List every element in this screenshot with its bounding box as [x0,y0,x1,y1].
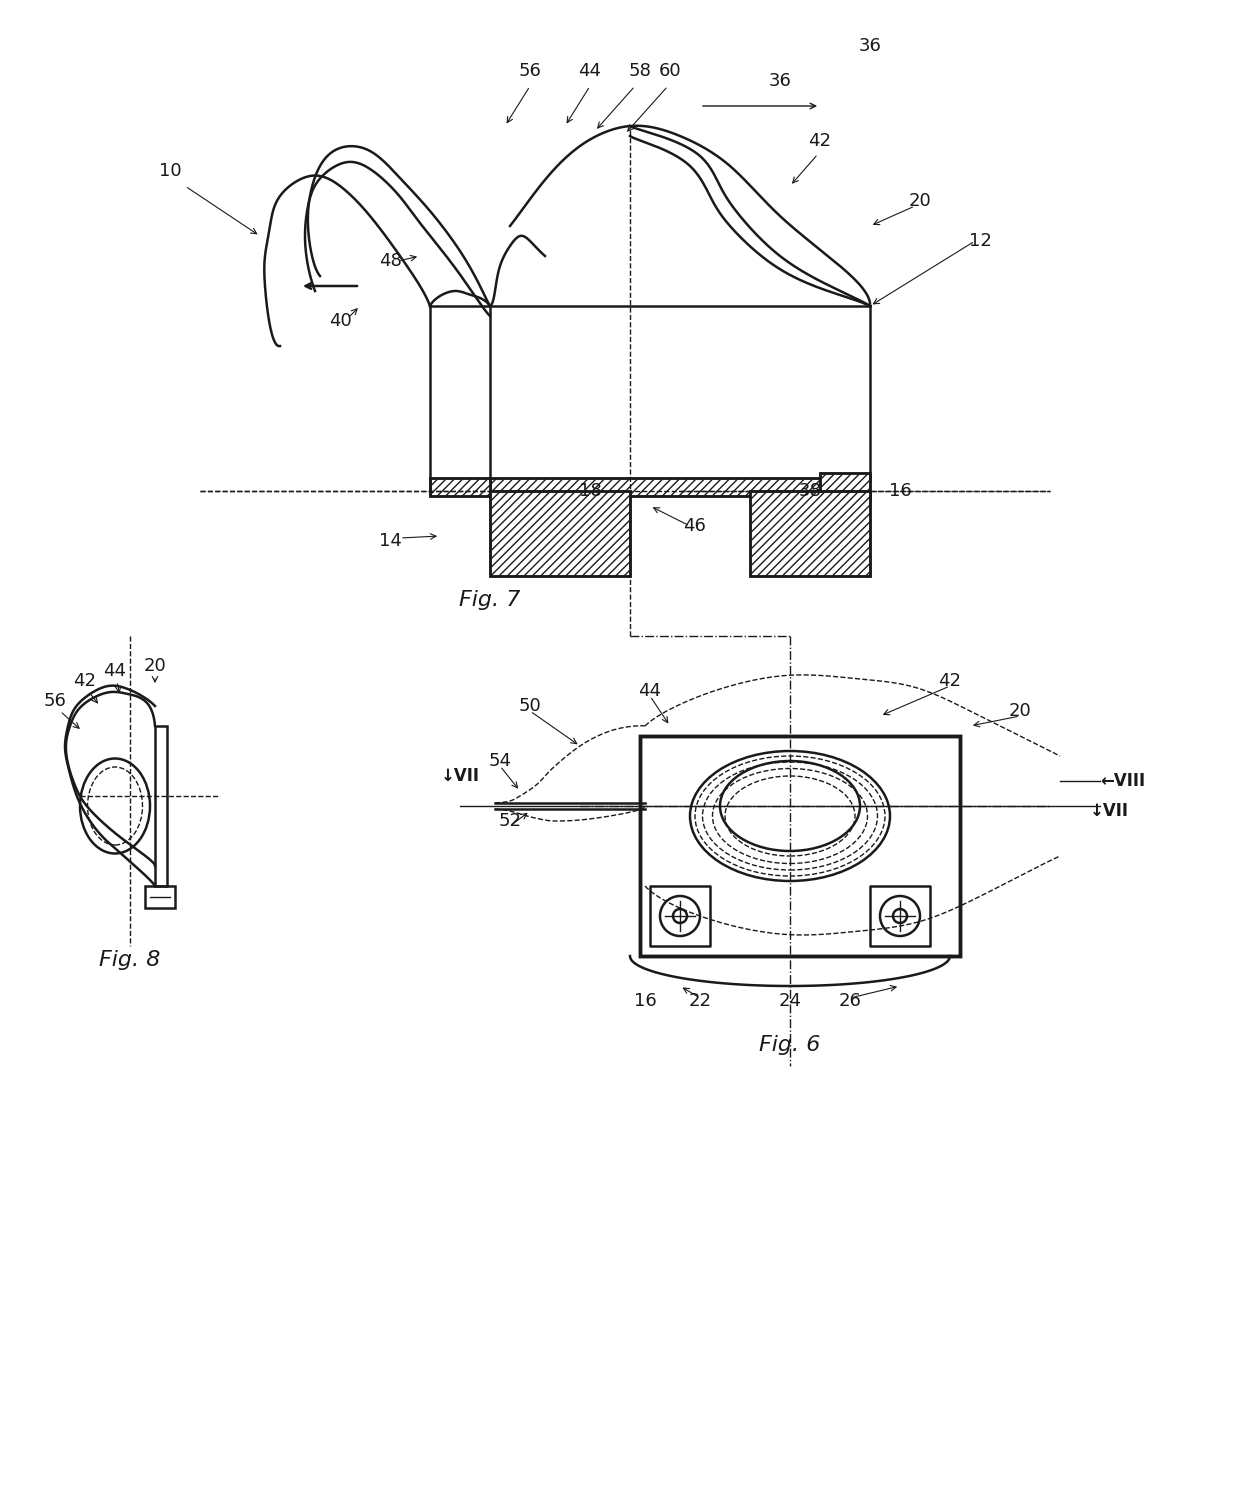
Text: 56: 56 [518,62,542,80]
Text: 42: 42 [939,672,961,690]
Text: ↓VII: ↓VII [440,767,480,785]
Text: 48: 48 [378,252,402,270]
Text: 44: 44 [639,682,661,700]
Text: 58: 58 [629,62,651,80]
Text: 14: 14 [378,532,402,550]
Bar [650,886,711,946]
Text: 36: 36 [769,72,791,90]
Bar [820,473,870,501]
Text: Fig. 8: Fig. 8 [99,950,161,970]
Bar [490,491,630,575]
Text: 44: 44 [579,62,601,80]
Bar [750,491,870,575]
Text: Fig. 7: Fig. 7 [459,590,521,610]
Text: 20: 20 [144,657,166,675]
Text: ←VIII: ←VIII [1100,773,1145,791]
Bar [490,477,820,495]
Bar [490,477,820,495]
Bar [640,736,960,956]
Text: 20: 20 [909,191,931,209]
Text: 60: 60 [658,62,681,80]
Text: 22: 22 [688,992,712,1011]
Bar [820,473,870,501]
Text: 20: 20 [1008,702,1032,720]
Text: 24: 24 [779,992,801,1011]
Text: 44: 44 [103,663,126,681]
Text: 16: 16 [889,482,911,500]
Text: 36: 36 [858,38,882,56]
Text: 42: 42 [73,672,97,690]
Text: 56: 56 [43,691,67,709]
Bar [870,886,930,946]
Bar [490,491,630,575]
Bar [145,886,175,908]
Text: 12: 12 [968,232,992,250]
Text: 46: 46 [683,517,707,535]
Bar [640,736,960,956]
Bar [155,726,167,886]
Text: 42: 42 [808,133,832,151]
Text: 52: 52 [498,812,522,830]
Text: 50: 50 [518,697,542,715]
Text: 40: 40 [329,312,351,330]
Bar [430,477,490,495]
Text: 18: 18 [579,482,601,500]
Text: Fig. 6: Fig. 6 [759,1035,821,1056]
Text: 54: 54 [489,751,511,770]
Text: 10: 10 [159,163,181,181]
Bar [430,477,490,495]
Text: 16: 16 [634,992,656,1011]
Text: 38: 38 [799,482,821,500]
Text: 26: 26 [838,992,862,1011]
Text: ↓VII: ↓VII [1090,803,1128,819]
Bar [750,491,870,575]
